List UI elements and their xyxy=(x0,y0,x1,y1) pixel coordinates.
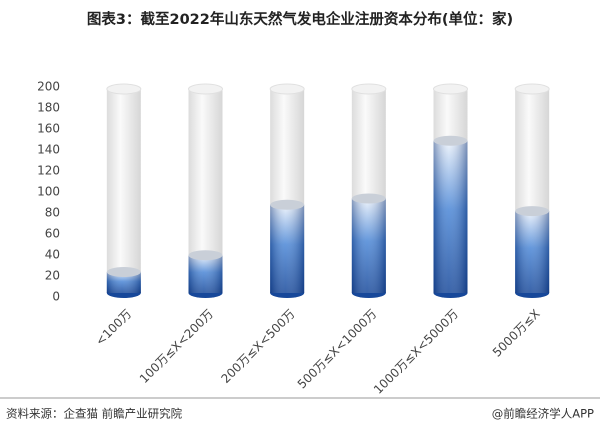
x-tick-label: 5000万≤X xyxy=(490,307,543,360)
bar-top xyxy=(188,250,223,261)
y-tick-label: 140 xyxy=(37,143,60,157)
y-tick-label: 100 xyxy=(37,185,60,199)
x-tick-label: <100万 xyxy=(93,307,135,349)
y-tick-label: 40 xyxy=(45,248,60,262)
x-tick-label: 100万≤X<200万 xyxy=(137,307,216,386)
cylinder-shell xyxy=(106,89,141,293)
cylinder-shell-top xyxy=(188,83,223,95)
bar-top xyxy=(515,206,550,217)
x-tick-label: 1000万≤X<5000万 xyxy=(371,307,461,397)
bar-top xyxy=(433,135,468,146)
y-tick-label: 0 xyxy=(52,290,60,304)
y-tick-label: 120 xyxy=(37,164,60,178)
bar-top xyxy=(106,267,141,277)
chart-title: 图表3：截至2022年山东天然气发电企业注册资本分布(单位：家) xyxy=(87,10,513,28)
cylinder-shell-top xyxy=(351,83,387,95)
y-tick-label: 160 xyxy=(37,122,60,136)
bar-top xyxy=(351,193,386,204)
bar-top xyxy=(270,199,305,210)
y-tick-label: 80 xyxy=(45,206,60,220)
bar-shade xyxy=(188,255,223,293)
bar-shade xyxy=(106,272,141,293)
bar-shade xyxy=(515,211,550,293)
cylinder-shell-top xyxy=(269,83,305,95)
cylinder-shell-top xyxy=(433,83,468,95)
y-tick-label: 180 xyxy=(37,101,60,115)
y-tick-label: 20 xyxy=(45,269,60,283)
x-tick-label: 500万≤X<1000万 xyxy=(295,307,380,392)
bar-shade xyxy=(351,198,386,293)
credit: @前瞻经济学人APP xyxy=(492,407,594,421)
cylinder-shell-top xyxy=(514,83,550,95)
y-tick-label: 200 xyxy=(37,80,60,94)
bar-shade xyxy=(270,204,305,293)
y-tick-label: 60 xyxy=(45,227,60,241)
cylinder-shell-top xyxy=(106,83,142,95)
bar-shade xyxy=(433,140,468,293)
source: 资料来源：企查猫 前瞻产业研究院 xyxy=(6,407,183,421)
x-tick-label: 200万≤X<500万 xyxy=(218,307,297,386)
